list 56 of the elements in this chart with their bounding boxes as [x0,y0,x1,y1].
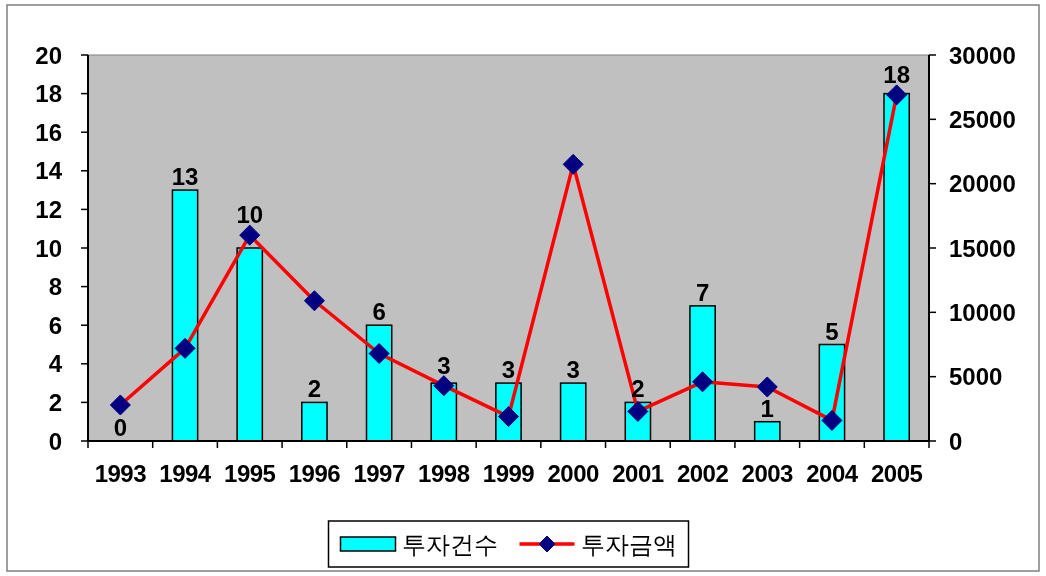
x-tick-label: 1999 [482,460,535,487]
y-tick-label: 10 [35,234,62,262]
point [433,375,455,397]
x-tick-label: 1997 [353,460,405,487]
point [692,371,714,393]
y-tick-label: 0 [48,427,62,455]
x-tick-label: 2004 [806,460,859,487]
legend-label: 투자건수 [401,530,498,558]
y2-tick-label: 0 [949,427,963,455]
y-tick-label: 16 [35,118,62,146]
y2-tick-label: 30000 [949,41,1016,69]
data-label: 3 [501,356,516,384]
data-label: 2 [307,375,322,403]
point [239,224,261,246]
y-tick-label: 8 [48,273,62,301]
data-label: 13 [171,163,199,191]
y-tick-label: 18 [35,80,62,108]
data-label: 3 [566,356,580,384]
point [174,337,196,359]
y2-tick-label: 15000 [949,234,1016,262]
x-tick-label: 2003 [741,460,794,487]
y-tick-label: 20 [35,41,62,69]
y2-tick-label: 10000 [949,298,1016,326]
y-tick-label: 14 [35,157,63,185]
y2-tick-label: 20000 [949,170,1016,198]
y-tick-label: 6 [48,311,62,339]
x-tick-label: 1994 [159,460,212,487]
point [756,376,778,398]
legend-label: 투자금액 [580,530,677,558]
y-tick-label: 12 [35,195,62,223]
point [303,290,325,312]
data-label: 7 [695,278,710,306]
data-label: 6 [372,298,386,326]
data-label: 18 [883,60,911,88]
x-tick-label: 2000 [547,460,600,487]
y-tick-label: 4 [48,350,63,378]
data-label: 3 [437,351,451,379]
data-label: 1 [760,394,774,422]
point [109,394,131,416]
x-tick-label: 2002 [676,460,729,487]
point [821,409,843,431]
x-tick-label: 1996 [288,460,341,487]
x-tick-label: 1995 [224,460,276,487]
y-tick-label: 2 [48,388,62,416]
y2-tick-label: 5000 [949,363,1003,391]
x-tick-label: 1993 [94,460,147,487]
point [368,343,390,365]
data-label: 5 [825,317,839,345]
x-tick-label: 2001 [612,460,664,487]
data-label: 10 [236,201,264,229]
y2-tick-label: 25000 [949,105,1016,133]
x-tick-label: 1998 [418,460,470,487]
point [562,153,584,175]
x-tick-label: 2005 [870,460,923,487]
point [886,84,908,106]
data-label: 0 [113,414,128,441]
